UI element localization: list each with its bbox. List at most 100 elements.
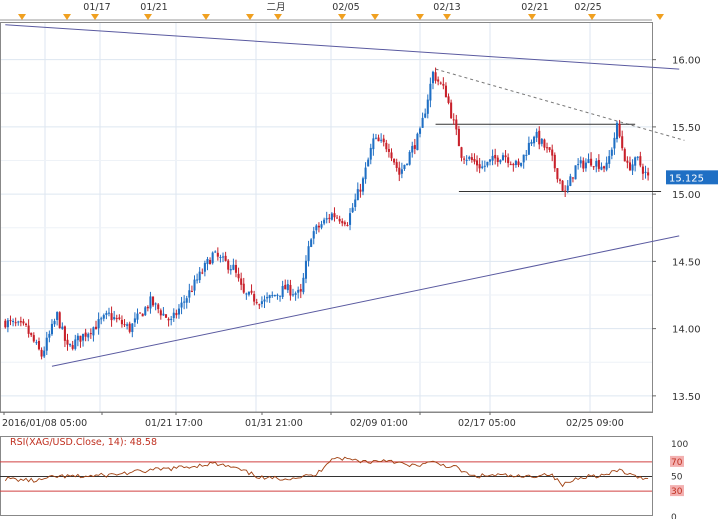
- candle-body: [281, 285, 284, 297]
- candle-body: [540, 138, 543, 144]
- price-tick-label: 14.50: [672, 257, 701, 268]
- candle-body: [58, 312, 61, 329]
- candle-body: [444, 85, 447, 98]
- candle-body: [126, 324, 129, 326]
- candle-body: [465, 159, 468, 161]
- price-tick-label: 15.00: [672, 190, 701, 201]
- candle-body: [364, 167, 367, 180]
- candle-body: [250, 290, 253, 293]
- price-tick-label: 16.00: [672, 56, 701, 67]
- event-marker-label: 02/13: [433, 2, 460, 13]
- candle-body: [211, 252, 214, 264]
- candle-body: [406, 163, 409, 165]
- candle-body: [162, 313, 165, 316]
- candle-body: [393, 158, 396, 163]
- candle-body: [102, 315, 105, 319]
- candle-body: [569, 176, 572, 186]
- candle-body: [610, 149, 613, 156]
- upper-trendline: [5, 24, 680, 70]
- candle-body: [553, 154, 556, 169]
- candle-body: [587, 159, 590, 164]
- candle-body: [556, 168, 559, 180]
- candle-body: [460, 147, 463, 158]
- price-y-axis: 13.50 14.00 14.50 15.00 15.50 16.00 15.125: [652, 56, 718, 403]
- candle-body: [354, 199, 357, 208]
- candle-body: [330, 213, 333, 220]
- candle-body: [595, 160, 598, 167]
- rsi-tick-label: 50: [671, 473, 683, 483]
- candle-body: [100, 318, 103, 320]
- candle-body: [522, 154, 525, 163]
- candle-body: [527, 142, 530, 155]
- candle-body: [94, 326, 98, 330]
- rsi-y-axis: 100 70 50 30 0: [670, 440, 688, 523]
- candle-body: [110, 313, 113, 321]
- candle-body: [348, 213, 352, 225]
- rsi-line: [4, 456, 649, 488]
- candle-body: [141, 313, 144, 317]
- candle-body: [74, 339, 77, 349]
- candle-body: [387, 149, 390, 152]
- candle-body: [82, 333, 85, 341]
- candle-body: [359, 189, 362, 192]
- candle-body: [263, 299, 266, 302]
- rsi-panel: [0, 436, 653, 516]
- event-marker-label: 02/05: [332, 2, 359, 13]
- rsi-tick-label: 100: [671, 440, 688, 450]
- candle-body: [496, 157, 499, 162]
- candle-body: [395, 162, 398, 168]
- candle-body: [566, 185, 569, 191]
- candle-body: [499, 159, 502, 163]
- time-tick-label: 01/21 17:00: [145, 418, 203, 429]
- candle-body: [61, 326, 64, 329]
- candle-body: [452, 119, 455, 121]
- candle-body: [175, 312, 178, 316]
- candle-body: [164, 314, 168, 318]
- candle-body: [71, 345, 74, 349]
- candle-body: [408, 152, 411, 165]
- candle-body: [442, 83, 445, 86]
- candle-body: [286, 284, 289, 291]
- candle-body: [294, 293, 297, 295]
- candle-body: [136, 313, 139, 320]
- candle-body: [107, 312, 111, 314]
- candle-body: [450, 102, 453, 119]
- candle-body: [304, 260, 308, 279]
- candle-body: [105, 313, 108, 315]
- lower-trendline: [51, 235, 680, 367]
- candle-body: [343, 222, 346, 225]
- candle-body: [312, 231, 315, 239]
- candle-body: [634, 157, 637, 166]
- time-x-axis: 2016/01/08 05:00 01/21 17:00 01/31 21:00 02…: [0, 411, 652, 429]
- candle-body: [19, 321, 22, 323]
- candle-body: [533, 136, 536, 144]
- candle-body: [483, 165, 486, 167]
- candle-body: [299, 289, 302, 292]
- candle-body: [361, 178, 365, 192]
- candle-body: [48, 333, 51, 338]
- candle-body: [644, 171, 647, 173]
- time-tick-label: 01/31 21:00: [245, 418, 303, 429]
- candle-body: [418, 128, 422, 134]
- candle-body: [289, 284, 292, 296]
- candle-body: [297, 289, 300, 293]
- candle-body: [4, 320, 7, 328]
- candle-body: [615, 122, 619, 140]
- candle-body: [631, 164, 634, 171]
- time-tick-label: 02/09 01:00: [350, 418, 408, 429]
- candle-body: [206, 259, 209, 265]
- candle-body: [12, 321, 15, 323]
- event-marker-label: 01/21: [140, 2, 167, 13]
- candle-body: [574, 165, 577, 180]
- candle-body: [584, 162, 587, 169]
- event-marker-icon: [91, 14, 99, 20]
- candle-body: [455, 119, 458, 130]
- candle-body: [478, 164, 481, 169]
- candle-body: [234, 264, 238, 273]
- candle-body: [367, 159, 370, 167]
- candle-body: [307, 246, 310, 261]
- candle-body: [276, 294, 279, 296]
- candle-body: [17, 321, 20, 323]
